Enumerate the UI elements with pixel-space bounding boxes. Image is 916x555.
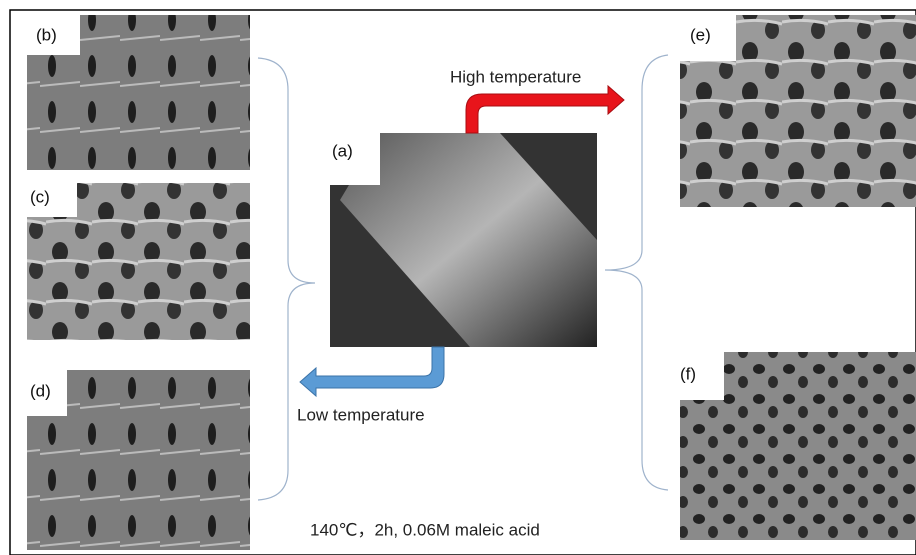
- panel-label: (d): [30, 381, 51, 400]
- brace: [605, 55, 668, 490]
- panel-label: (e): [690, 25, 711, 44]
- panel-label: (c): [30, 187, 50, 206]
- caption: 140℃，2h, 0.06M maleic acid: [310, 520, 540, 539]
- sem-image: [27, 55, 250, 170]
- high-temp-arrow: [466, 86, 624, 133]
- figure: (b) (c) (d) (a) (e) (f) High temperature…: [0, 0, 916, 555]
- low-temp-arrow: [300, 347, 444, 396]
- brace: [258, 58, 315, 500]
- panel-label: (a): [332, 141, 353, 160]
- sem-image: [80, 15, 250, 55]
- panel-label: (b): [36, 25, 57, 44]
- arrow-label: High temperature: [450, 67, 581, 86]
- arrow-label: Low temperature: [297, 405, 425, 424]
- panel-label: (f): [680, 364, 696, 383]
